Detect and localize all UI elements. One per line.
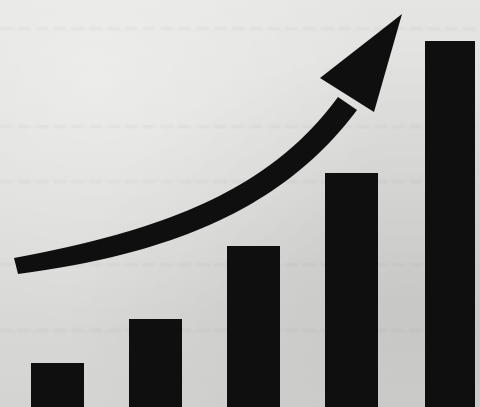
bar-4	[325, 173, 378, 407]
bar-5	[425, 41, 475, 407]
bar-2	[129, 319, 182, 407]
faint-text-line: — — — — — — — — — — — — — — — — — — — — …	[0, 20, 477, 35]
bar-group	[31, 41, 475, 407]
curved-arrow-shaft	[14, 97, 357, 274]
arrow-head	[320, 14, 402, 112]
bar-1	[31, 363, 84, 407]
bar-3	[227, 246, 280, 407]
faint-text-line: — — — — — — — — — — — — — — — — — — — — …	[0, 118, 477, 133]
